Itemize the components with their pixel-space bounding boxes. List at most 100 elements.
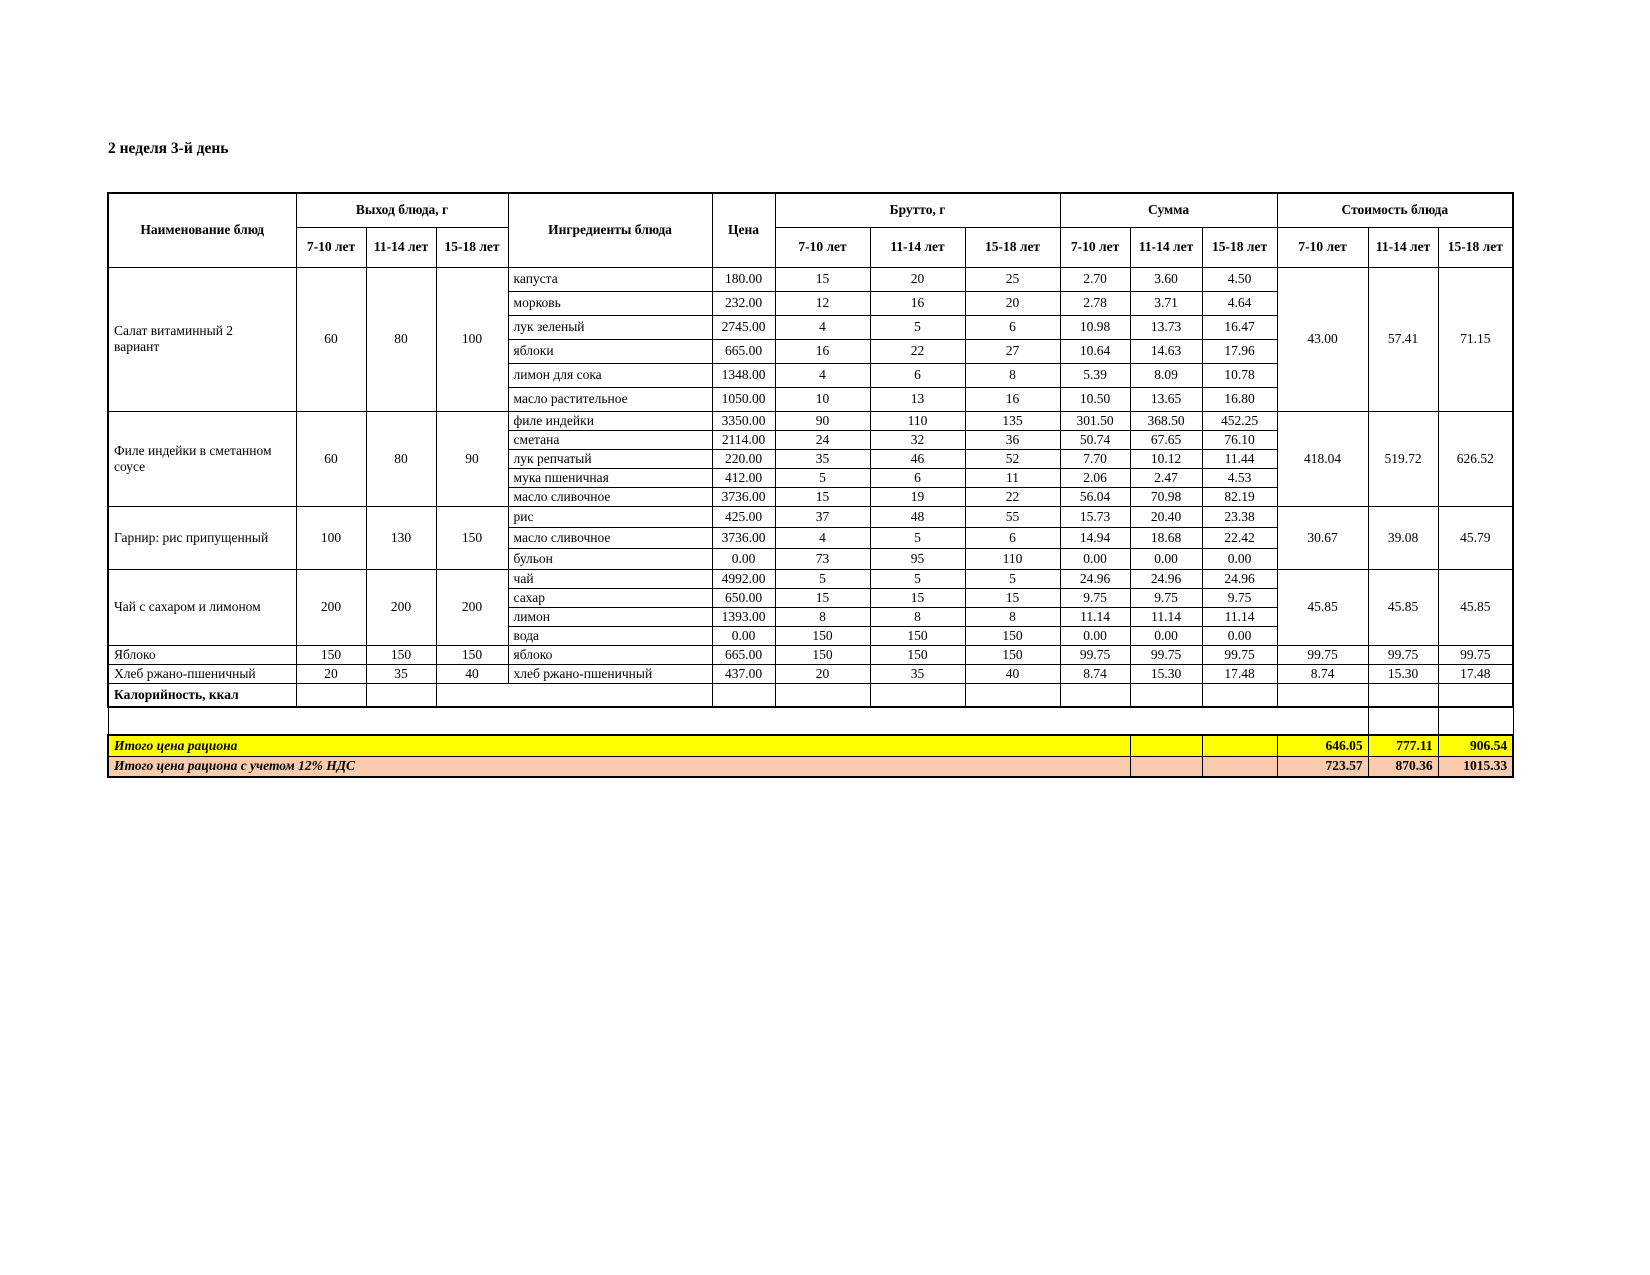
price-cell: 437.00 [711, 663, 776, 684]
table-footer: Калорийность, ккал И [106, 682, 1515, 778]
output-cell: 35 [365, 663, 437, 684]
output-cell: 100 [295, 505, 367, 570]
page-title: 2 неделя 3-й день [108, 140, 229, 157]
header-sum-age-15-18: 15-18 лет [1201, 226, 1278, 268]
brutto-cell: 6 [869, 362, 966, 388]
sum-cell: 18.68 [1129, 526, 1203, 549]
cost-cell: 15.30 [1367, 663, 1439, 684]
ingredient-cell: сметана [507, 429, 713, 450]
output-cell: 80 [365, 266, 437, 412]
ingredient-cell: морковь [507, 290, 713, 316]
ingredient-cell: яблоки [507, 338, 713, 364]
brutto-cell: 20 [869, 266, 966, 292]
header-sum-age-7-10: 7-10 лет [1059, 226, 1131, 268]
table-row: сметана 2114.00 24 32 36 50.74 67.65 76.10 [108, 429, 1513, 450]
brutto-cell: 95 [869, 547, 966, 570]
empty-cell [1059, 682, 1131, 708]
total-vat-value: 1015.33 [1437, 755, 1515, 778]
header-brutto-age-11-14: 11-14 лет [869, 226, 966, 268]
sum-cell: 22.42 [1201, 526, 1278, 549]
cost-cell: 30.67 [1276, 505, 1369, 570]
calories-row: Калорийность, ккал [107, 682, 1515, 708]
dish-name-cell: Чай с сахаром и лимоном [107, 568, 297, 646]
brutto-cell: 110 [964, 547, 1061, 570]
sum-cell: 14.63 [1129, 338, 1203, 364]
sum-cell: 99.75 [1059, 644, 1131, 665]
sum-cell: 11.44 [1201, 448, 1278, 469]
brutto-cell: 150 [774, 625, 871, 646]
empty-cell [1201, 755, 1278, 778]
sum-cell: 10.50 [1059, 386, 1131, 412]
empty-cell [1129, 682, 1203, 708]
table-row: лимон для сока 1348.00 4 6 8 5.39 8.09 10.78 [108, 362, 1513, 388]
table-row: лимон 1393.00 8 8 8 11.14 11.14 11.14 [108, 606, 1513, 627]
dish-name-cell: Яблоко [107, 644, 297, 665]
sum-cell: 10.78 [1201, 362, 1278, 388]
sum-cell: 368.50 [1129, 410, 1203, 431]
ingredient-cell: яблоко [507, 644, 713, 665]
price-cell: 2114.00 [711, 429, 776, 450]
brutto-cell: 16 [774, 338, 871, 364]
brutto-cell: 5 [964, 568, 1061, 589]
sum-cell: 4.50 [1201, 266, 1278, 292]
spacer [107, 706, 1369, 736]
sum-cell: 301.50 [1059, 410, 1131, 431]
sum-cell: 70.98 [1129, 486, 1203, 507]
cost-cell: 57.41 [1367, 266, 1439, 412]
sum-cell: 4.64 [1201, 290, 1278, 316]
empty-cell [1129, 755, 1203, 778]
brutto-cell: 52 [964, 448, 1061, 469]
brutto-cell: 15 [774, 587, 871, 608]
sum-cell: 9.75 [1059, 587, 1131, 608]
empty-cell [365, 682, 437, 708]
price-cell: 4992.00 [711, 568, 776, 589]
cost-cell: 43.00 [1276, 266, 1369, 412]
ingredient-cell: лимон [507, 606, 713, 627]
sum-cell: 2.06 [1059, 467, 1131, 488]
dish-rows: Салат витаминный 2 вариант 60 80 100 капуста… [107, 266, 1515, 684]
cost-cell: 45.85 [1276, 568, 1369, 646]
cost-cell: 99.75 [1276, 644, 1369, 665]
empty-cell [1437, 706, 1514, 736]
header-cost-age-11-14: 11-14 лет [1367, 226, 1439, 268]
brutto-cell: 8 [869, 606, 966, 627]
header-age-row: 7-10 лет 11-14 лет 15-18 лет 7-10 лет 11… [108, 226, 1515, 268]
sum-cell: 15.73 [1059, 505, 1131, 528]
sum-cell: 23.38 [1201, 505, 1278, 528]
cost-cell: 45.85 [1367, 568, 1439, 646]
table-row: масло сливочное 3736.00 4 5 6 14.94 18.68 22.42 [108, 526, 1513, 549]
brutto-cell: 46 [869, 448, 966, 469]
ingredient-cell: лук зеленый [507, 314, 713, 340]
total-vat-row: Итого цена рациона с учетом 12% НДС 723.… [106, 755, 1515, 778]
calories-label: Калорийность, ккал [107, 682, 297, 708]
sum-cell: 8.74 [1059, 663, 1131, 684]
table-row: масло растительное 1050.00 10 13 16 10.50 13.6… [108, 386, 1513, 412]
brutto-cell: 22 [869, 338, 966, 364]
price-cell: 2745.00 [711, 314, 776, 340]
cost-cell: 626.52 [1437, 410, 1515, 507]
sum-cell: 2.70 [1059, 266, 1131, 292]
sum-cell: 3.60 [1129, 266, 1203, 292]
sum-cell: 24.96 [1201, 568, 1278, 589]
sum-cell: 99.75 [1201, 644, 1278, 665]
brutto-cell: 16 [869, 290, 966, 316]
output-cell: 60 [295, 266, 367, 412]
menu-document: Наименование блюд Выход блюда, г Ингреди… [106, 192, 1515, 778]
output-cell: 150 [435, 505, 509, 570]
sum-cell: 0.00 [1201, 625, 1278, 646]
output-cell: 150 [435, 644, 509, 665]
brutto-cell: 15 [869, 587, 966, 608]
brutto-cell: 6 [869, 467, 966, 488]
brutto-cell: 25 [964, 266, 1061, 292]
dish-name-cell: Гарнир: рис припущенный [107, 505, 297, 570]
sum-cell: 2.47 [1129, 467, 1203, 488]
ingredient-cell: рис [507, 505, 713, 528]
table-row: масло сливочное 3736.00 15 19 22 56.04 70.98 82… [108, 486, 1513, 507]
output-cell: 150 [295, 644, 367, 665]
brutto-cell: 5 [774, 467, 871, 488]
price-cell: 3350.00 [711, 410, 776, 431]
header-output-group: Выход блюда, г [295, 192, 509, 228]
output-cell: 100 [435, 266, 509, 412]
price-cell: 425.00 [711, 505, 776, 528]
sum-cell: 13.73 [1129, 314, 1203, 340]
